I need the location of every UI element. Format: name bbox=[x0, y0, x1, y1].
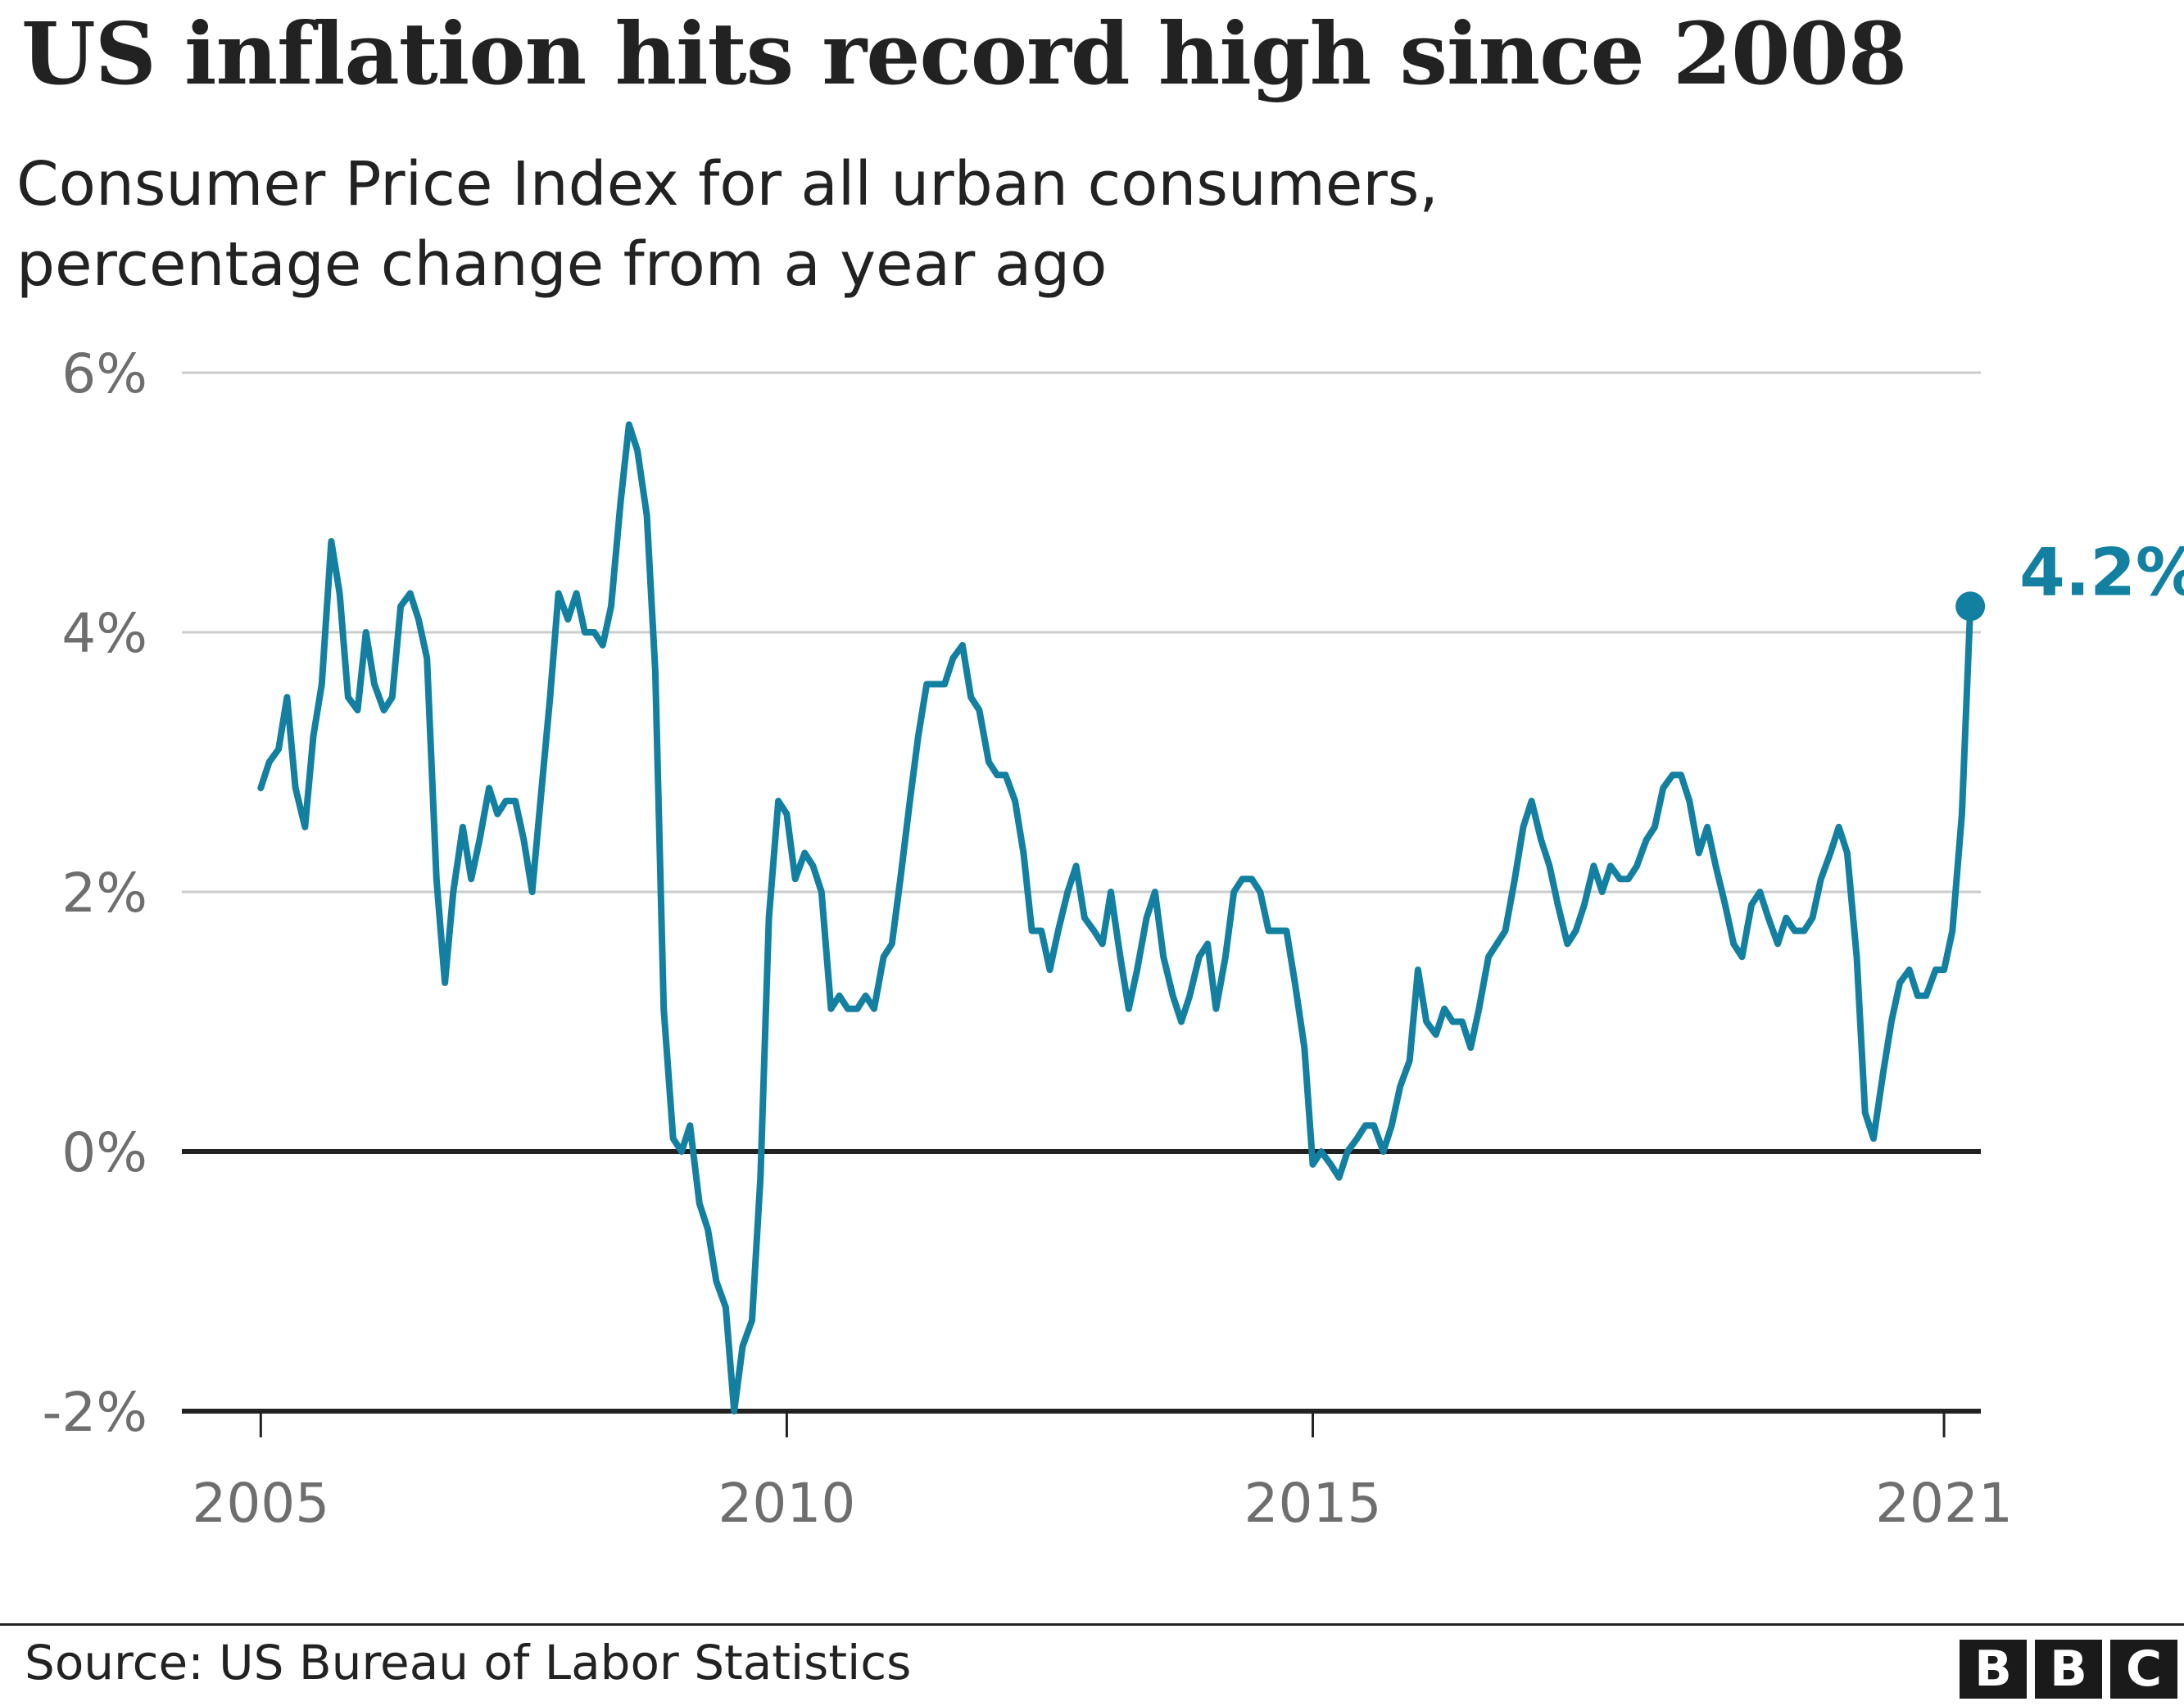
chart-subtitle: Consumer Price Index for all urban consu… bbox=[16, 144, 2064, 305]
x-tick-label: 2015 bbox=[1244, 1472, 1382, 1535]
inflation-line-chart: 6% 4% 2% 0% -2% 2005 2010 2015 2021 4.2% bbox=[42, 342, 2184, 1535]
x-axis-ticks: 2005 2010 2015 2021 bbox=[192, 1411, 2013, 1535]
x-tick-label: 2021 bbox=[1875, 1472, 2013, 1535]
bbc-logo-letter-1: B bbox=[1960, 1640, 2027, 1699]
bbc-logo: B B C bbox=[1960, 1640, 2177, 1699]
y-tick-label: -2% bbox=[42, 1381, 147, 1444]
y-axis-ticks: 6% 4% 2% 0% -2% bbox=[42, 342, 147, 1444]
y-tick-label: 4% bbox=[61, 602, 147, 665]
source-divider bbox=[0, 1623, 2184, 1626]
bbc-logo-letter-2: B bbox=[2035, 1640, 2102, 1699]
latest-value-label: 4.2% bbox=[2019, 534, 2184, 610]
y-tick-label: 0% bbox=[61, 1121, 147, 1184]
chart-title: US inflation hits record high since 2008 bbox=[21, 3, 1907, 104]
subtitle-line-1: Consumer Price Index for all urban consu… bbox=[16, 149, 1439, 219]
y-tick-label: 6% bbox=[61, 342, 147, 405]
series-group bbox=[257, 421, 1974, 1414]
latest-value-point bbox=[1955, 591, 1986, 622]
series-line bbox=[257, 421, 1974, 1414]
x-tick-label: 2010 bbox=[718, 1472, 855, 1535]
bbc-logo-letter-3: C bbox=[2110, 1640, 2177, 1699]
gridlines bbox=[182, 371, 1981, 1414]
annotations: 4.2% bbox=[1955, 534, 2184, 622]
y-tick-label: 2% bbox=[61, 862, 147, 925]
x-tick-label: 2005 bbox=[192, 1472, 329, 1535]
subtitle-line-2: percentage change from a year ago bbox=[16, 229, 1108, 300]
source-note: Source: US Bureau of Labor Statistics bbox=[25, 1635, 912, 1690]
